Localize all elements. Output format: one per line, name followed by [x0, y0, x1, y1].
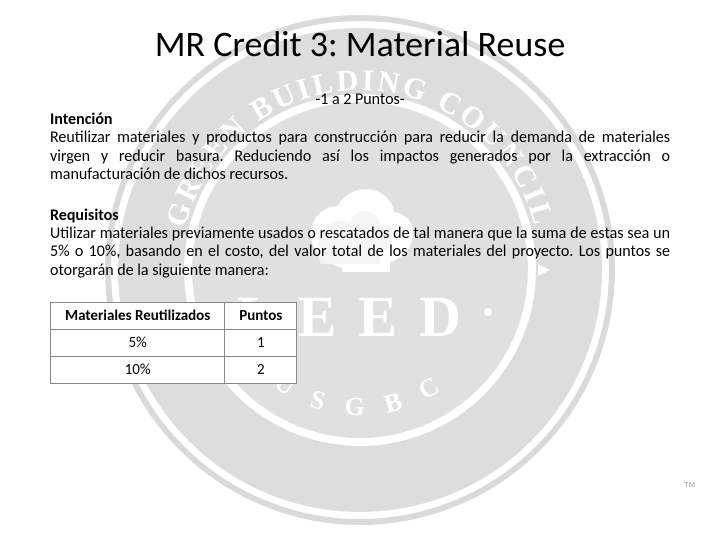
table-header-row: Materiales Reutilizados Puntos [51, 303, 297, 330]
trademark-symbol: ™ [683, 479, 696, 494]
cell-materiales: 5% [51, 330, 225, 357]
intencion-label: Intención [50, 110, 113, 129]
slide-content: MR Credit 3: Material Reuse -1 a 2 Punto… [0, 0, 720, 404]
requisitos-block: Requisitos Utilizar materiales previamen… [50, 207, 670, 281]
table-row: 5% 1 [51, 330, 297, 357]
points-subtitle: -1 a 2 Puntos- [50, 90, 670, 109]
header-materiales: Materiales Reutilizados [51, 303, 225, 330]
cell-puntos: 2 [225, 357, 297, 384]
cell-puntos: 1 [225, 330, 297, 357]
table-row: 10% 2 [51, 357, 297, 384]
cell-materiales: 10% [51, 357, 225, 384]
requisitos-label: Requisitos [50, 206, 119, 225]
requisitos-text: Utilizar materiales previamente usados o… [50, 224, 670, 280]
intencion-text: Reutilizar materiales y productos para c… [50, 128, 670, 184]
header-puntos: Puntos [225, 303, 297, 330]
page-title: MR Credit 3: Material Reuse [50, 22, 670, 66]
points-table: Materiales Reutilizados Puntos 5% 1 10% … [50, 302, 297, 384]
intencion-block: Intención Reutilizar materiales y produc… [50, 111, 670, 185]
